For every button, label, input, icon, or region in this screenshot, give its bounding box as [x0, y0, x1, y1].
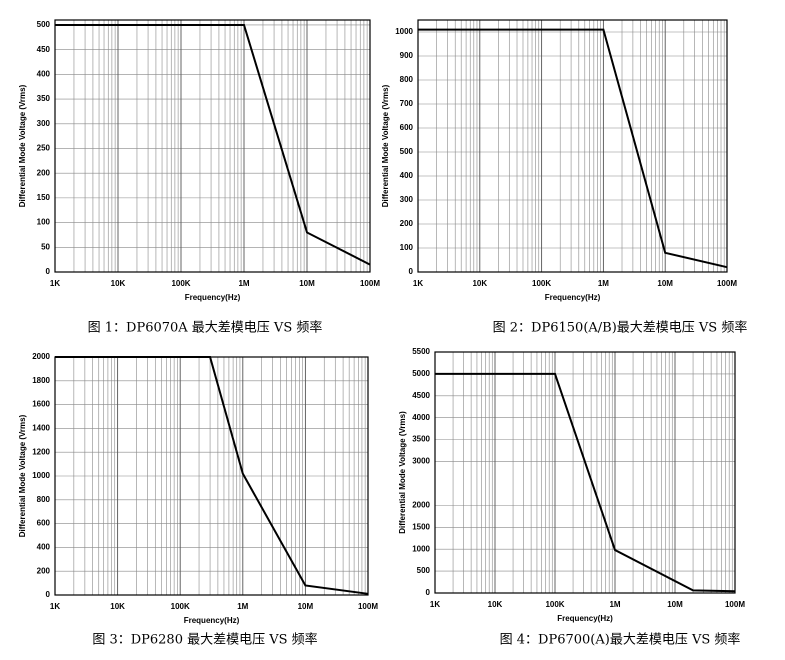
x-axis-label: Frequency(Hz) — [545, 293, 601, 302]
y-tick-label: 300 — [37, 119, 51, 128]
y-tick-label: 1500 — [412, 522, 430, 531]
x-tick-label: 1K — [50, 279, 60, 288]
x-tick-label: 100K — [171, 279, 190, 288]
y-tick-label: 1200 — [32, 447, 50, 456]
x-tick-label: 100M — [717, 279, 737, 288]
plot-frame — [434, 351, 736, 594]
x-tick-label: 10K — [111, 279, 126, 288]
y-tick-label: 100 — [37, 218, 51, 227]
y-tick-label: 800 — [400, 75, 414, 84]
y-tick-label: 500 — [417, 566, 431, 575]
x-axis-label: Frequency(Hz) — [185, 293, 241, 302]
y-tick-label: 0 — [46, 590, 51, 599]
y-tick-label: 500 — [400, 147, 414, 156]
y-tick-label: 1600 — [32, 400, 50, 409]
y-tick-label: 1800 — [32, 376, 50, 385]
x-axis-label: Frequency(Hz) — [557, 614, 613, 623]
y-tick-label: 900 — [400, 51, 414, 60]
voltage-line — [55, 23, 371, 266]
y-tick-label: 500 — [37, 20, 51, 29]
x-tick-label: 100M — [725, 600, 745, 609]
y-tick-label: 200 — [37, 566, 51, 575]
y-tick-label: 0 — [46, 267, 51, 276]
x-tick-label: 100K — [545, 600, 564, 609]
y-tick-label: 350 — [37, 94, 51, 103]
y-tick-label: 4000 — [412, 413, 430, 422]
x-tick-label: 1M — [598, 279, 609, 288]
y-tick-label: 2000 — [32, 352, 50, 361]
y-axis-label: Differential Mode Voltage (Vrms) — [381, 84, 390, 207]
x-tick-label: 1K — [413, 279, 423, 288]
x-axis-label: Frequency(Hz) — [184, 616, 240, 625]
y-tick-label: 250 — [37, 144, 51, 153]
y-tick-label: 200 — [37, 168, 51, 177]
y-tick-label: 5500 — [412, 347, 430, 356]
y-tick-label: 2000 — [412, 500, 430, 509]
y-tick-label: 400 — [400, 171, 414, 180]
y-tick-label: 100 — [400, 243, 414, 252]
x-tick-label: 1M — [238, 279, 249, 288]
y-tick-label: 600 — [400, 123, 414, 132]
x-tick-label: 10K — [488, 600, 503, 609]
y-tick-label: 1400 — [32, 424, 50, 433]
y-tick-label: 1000 — [412, 544, 430, 553]
y-axis-label: Differential Mode Voltage (Vrms) — [18, 84, 27, 207]
y-tick-label: 50 — [41, 242, 50, 251]
y-tick-label: 3500 — [412, 435, 430, 444]
y-tick-label: 0 — [426, 588, 431, 597]
y-tick-label: 800 — [37, 495, 51, 504]
voltage-line — [435, 372, 736, 593]
x-tick-label: 10M — [298, 602, 314, 611]
caption: 图 3：DP6280 最大差模电压 VS 频率 — [92, 632, 317, 648]
caption: 图 2：DP6150(A/B)最大差模电压 VS 频率 — [493, 320, 748, 336]
y-tick-label: 400 — [37, 543, 51, 552]
x-tick-label: 10K — [110, 602, 125, 611]
plot-frame — [417, 19, 728, 273]
y-tick-label: 400 — [37, 69, 51, 78]
y-tick-label: 600 — [37, 519, 51, 528]
y-tick-label: 1000 — [395, 27, 413, 36]
x-tick-label: 10M — [667, 600, 683, 609]
y-tick-label: 450 — [37, 45, 51, 54]
y-tick-label: 1000 — [32, 471, 50, 480]
y-axis-label: Differential Mode Voltage (Vrms) — [18, 414, 27, 537]
x-tick-label: 1K — [430, 600, 440, 609]
caption: 图 1：DP6070A 最大差模电压 VS 频率 — [88, 320, 323, 336]
x-tick-label: 100K — [171, 602, 190, 611]
voltage-line — [418, 28, 728, 269]
voltage-line — [55, 356, 369, 595]
x-tick-label: 1K — [50, 602, 60, 611]
x-tick-label: 10M — [657, 279, 673, 288]
caption: 图 4：DP6700(A)最大差模电压 VS 频率 — [500, 632, 741, 648]
y-tick-label: 300 — [400, 195, 414, 204]
x-tick-label: 1M — [609, 600, 620, 609]
x-tick-label: 10K — [472, 279, 487, 288]
y-tick-label: 3000 — [412, 457, 430, 466]
plot-frame — [54, 356, 369, 596]
y-tick-label: 5000 — [412, 369, 430, 378]
plot-frame — [54, 19, 371, 273]
y-tick-label: 200 — [400, 219, 414, 228]
y-tick-label: 4500 — [412, 391, 430, 400]
x-tick-label: 100M — [358, 602, 378, 611]
y-axis-label: Differential Mode Voltage (Vrms) — [398, 411, 407, 534]
x-tick-label: 10M — [299, 279, 315, 288]
y-tick-label: 150 — [37, 193, 51, 202]
x-tick-label: 100K — [532, 279, 551, 288]
x-tick-label: 1M — [237, 602, 248, 611]
x-tick-label: 100M — [360, 279, 380, 288]
y-tick-label: 700 — [400, 99, 414, 108]
y-tick-label: 0 — [409, 267, 414, 276]
